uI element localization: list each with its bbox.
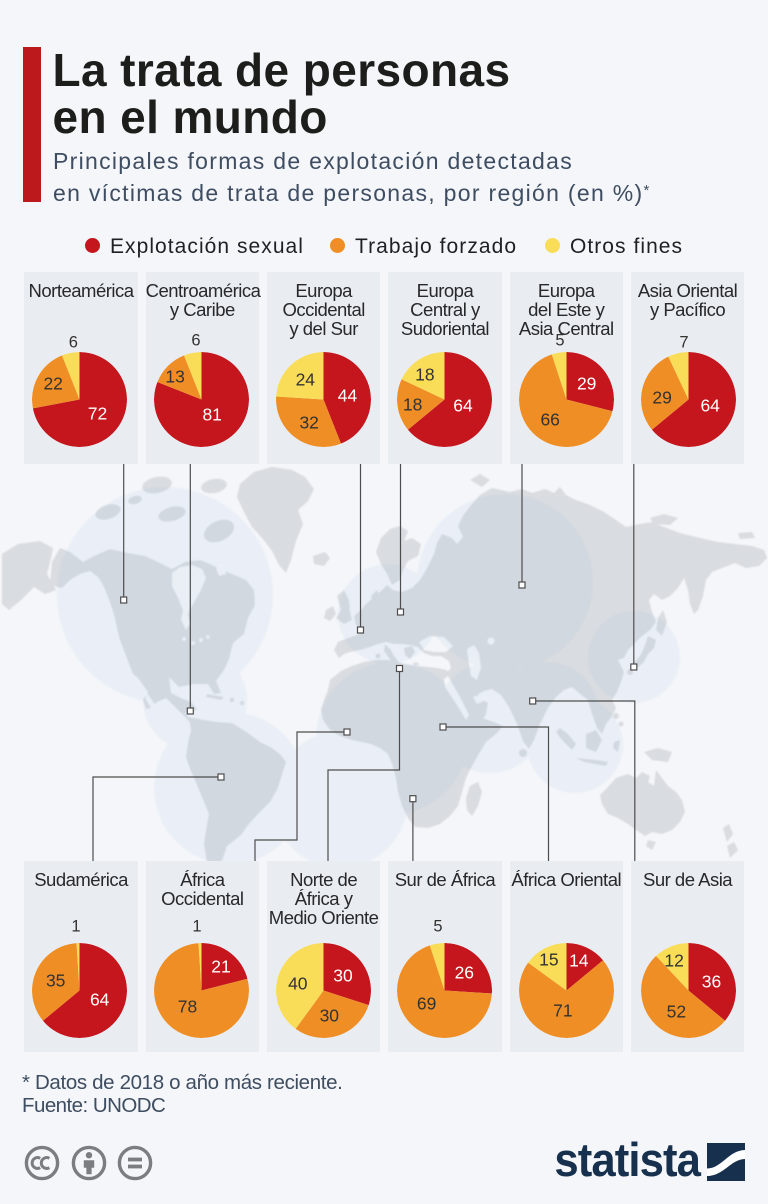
svg-text:statista: statista xyxy=(554,1134,701,1187)
